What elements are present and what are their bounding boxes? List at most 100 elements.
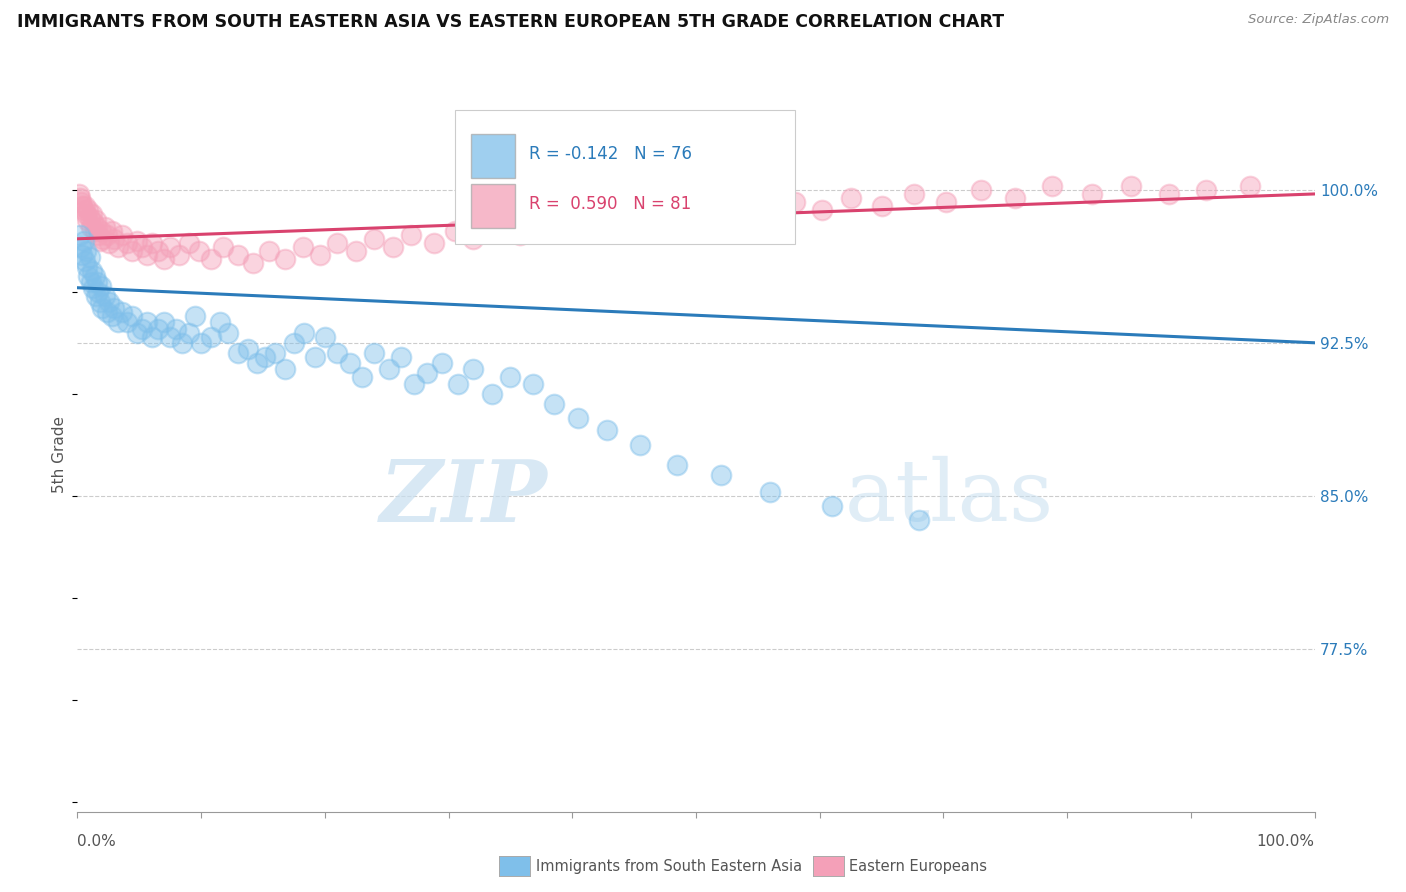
Point bbox=[70, 195, 93, 210]
Point bbox=[146, 321, 169, 335]
Point bbox=[935, 195, 957, 210]
Point bbox=[254, 350, 277, 364]
Point bbox=[159, 329, 181, 343]
Point bbox=[704, 211, 727, 226]
Point bbox=[402, 376, 425, 391]
Text: 100.0%: 100.0% bbox=[1257, 834, 1315, 849]
Point bbox=[121, 244, 143, 258]
Point bbox=[907, 513, 929, 527]
Point bbox=[96, 305, 118, 319]
Point bbox=[242, 256, 264, 270]
Point bbox=[75, 207, 97, 221]
Point bbox=[363, 346, 385, 360]
Point bbox=[121, 310, 143, 324]
Point bbox=[69, 191, 91, 205]
Point bbox=[87, 227, 110, 242]
Point bbox=[363, 232, 385, 246]
Point bbox=[350, 370, 373, 384]
Point bbox=[756, 207, 779, 221]
Point bbox=[135, 315, 157, 329]
Point bbox=[531, 215, 554, 229]
Point bbox=[82, 264, 104, 278]
Point bbox=[115, 235, 138, 250]
Point bbox=[236, 342, 259, 356]
Text: Immigrants from South Eastern Asia: Immigrants from South Eastern Asia bbox=[536, 859, 801, 873]
Point bbox=[1195, 183, 1218, 197]
Point bbox=[1239, 178, 1261, 193]
Point bbox=[1040, 178, 1063, 193]
Point bbox=[401, 227, 423, 242]
Point bbox=[103, 301, 125, 315]
Point bbox=[666, 458, 689, 472]
Point bbox=[107, 240, 129, 254]
Point bbox=[73, 199, 96, 213]
Point bbox=[90, 278, 112, 293]
Point bbox=[93, 289, 115, 303]
Point bbox=[499, 370, 522, 384]
Point bbox=[111, 227, 134, 242]
Point bbox=[82, 215, 104, 229]
Point bbox=[200, 252, 222, 267]
Point bbox=[326, 235, 349, 250]
Point bbox=[177, 326, 200, 340]
Point bbox=[391, 350, 413, 364]
Point bbox=[226, 346, 249, 360]
Point bbox=[79, 211, 101, 226]
Point bbox=[422, 235, 444, 250]
Point bbox=[177, 235, 200, 250]
Point bbox=[135, 248, 157, 262]
Point bbox=[274, 362, 297, 376]
Point bbox=[87, 285, 110, 299]
Y-axis label: 5th Grade: 5th Grade bbox=[52, 417, 67, 493]
Point bbox=[76, 213, 98, 227]
Point bbox=[77, 268, 100, 283]
Point bbox=[80, 275, 103, 289]
Point bbox=[605, 219, 627, 234]
Point bbox=[655, 215, 678, 229]
Point bbox=[190, 335, 212, 350]
Point bbox=[89, 234, 111, 248]
Point bbox=[304, 350, 326, 364]
Point bbox=[344, 244, 367, 258]
Point bbox=[131, 240, 153, 254]
Text: 0.0%: 0.0% bbox=[77, 834, 117, 849]
Point bbox=[172, 335, 194, 350]
Point bbox=[246, 356, 269, 370]
Point bbox=[443, 224, 465, 238]
Point bbox=[291, 240, 314, 254]
Point bbox=[381, 240, 404, 254]
Point bbox=[83, 268, 105, 283]
Point bbox=[314, 329, 336, 343]
Point bbox=[115, 315, 138, 329]
Point bbox=[710, 468, 733, 483]
Point bbox=[72, 248, 94, 262]
Point bbox=[339, 356, 361, 370]
Point bbox=[72, 203, 94, 218]
Point bbox=[93, 219, 115, 234]
Point bbox=[72, 234, 94, 248]
Text: atlas: atlas bbox=[845, 456, 1053, 540]
Point bbox=[103, 232, 125, 246]
Point bbox=[463, 362, 485, 376]
Point bbox=[292, 326, 315, 340]
Point bbox=[125, 326, 148, 340]
Point bbox=[969, 183, 991, 197]
Point bbox=[125, 234, 148, 248]
Point bbox=[141, 329, 163, 343]
Point bbox=[226, 248, 249, 262]
Text: R =  0.590   N = 81: R = 0.590 N = 81 bbox=[529, 194, 692, 212]
Text: Source: ZipAtlas.com: Source: ZipAtlas.com bbox=[1249, 13, 1389, 27]
Point bbox=[283, 335, 305, 350]
Point bbox=[567, 411, 589, 425]
Point bbox=[67, 186, 90, 201]
Point bbox=[86, 219, 108, 234]
Text: IMMIGRANTS FROM SOUTH EASTERN ASIA VS EASTERN EUROPEAN 5TH GRADE CORRELATION CHA: IMMIGRANTS FROM SOUTH EASTERN ASIA VS EA… bbox=[17, 13, 1004, 31]
Point bbox=[416, 367, 439, 381]
Point bbox=[96, 227, 118, 242]
Text: Eastern Europeans: Eastern Europeans bbox=[849, 859, 987, 873]
Point bbox=[187, 244, 209, 258]
Point bbox=[77, 203, 100, 218]
Point bbox=[80, 219, 103, 234]
Point bbox=[481, 386, 503, 401]
Point bbox=[131, 321, 153, 335]
